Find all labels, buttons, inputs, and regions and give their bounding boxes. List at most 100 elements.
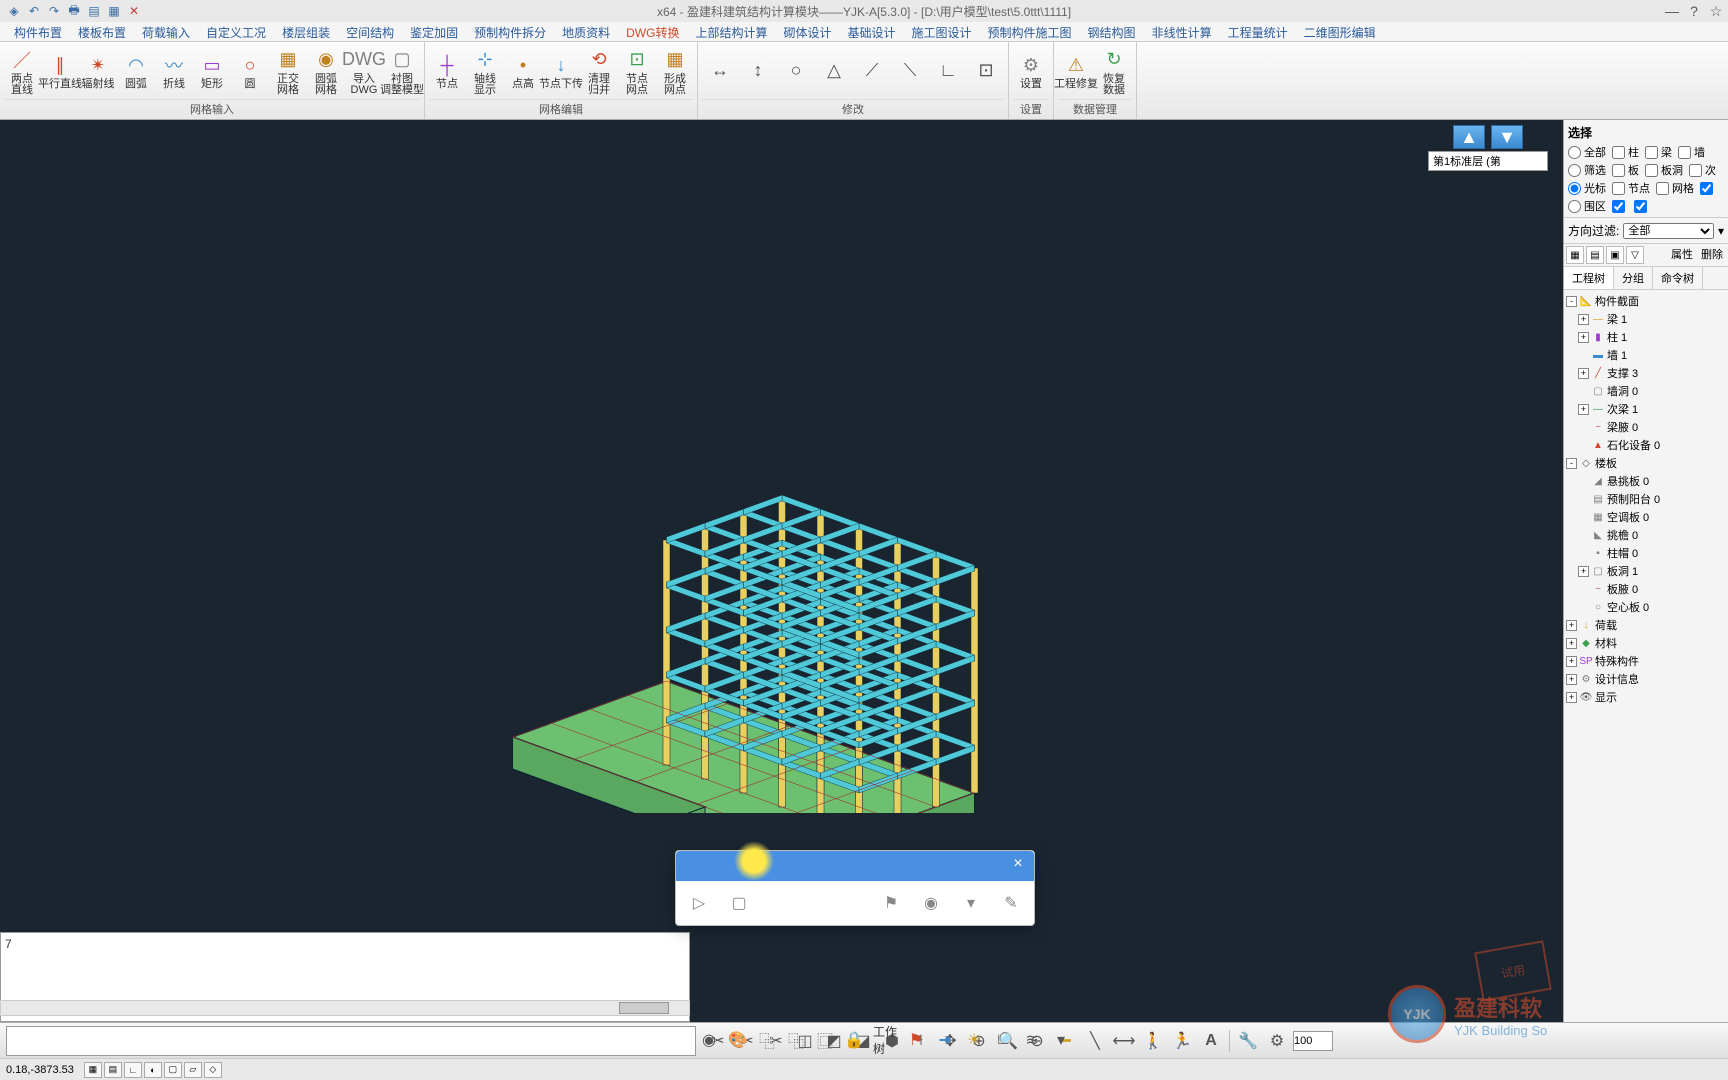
menu-9[interactable]: DWG转换 (618, 22, 687, 41)
menu-6[interactable]: 鉴定加固 (402, 22, 466, 41)
tree-toggle-15[interactable]: + (1578, 566, 1589, 577)
ribbon-btn-2-3[interactable]: △ (816, 44, 852, 99)
app-icon[interactable]: ◈ (6, 3, 22, 19)
play-icon[interactable]: ▷ (688, 892, 710, 914)
tree-node-7[interactable]: ~梁腋 0 (1566, 418, 1726, 436)
ribbon-btn-0-7[interactable]: ▦正交网格 (270, 44, 306, 99)
sb-grid-icon[interactable]: ▦ (84, 1062, 102, 1078)
group-icon[interactable]: ⿴ (812, 1027, 838, 1053)
person-2-icon[interactable]: 🏃 (1169, 1028, 1195, 1054)
sel-check-1-0[interactable] (1612, 164, 1625, 177)
tree-toggle-1[interactable]: + (1578, 314, 1589, 325)
nav-icon[interactable]: ▦ (106, 3, 122, 19)
layer-icon[interactable]: ◉ (696, 1027, 722, 1053)
tree-node-6[interactable]: +—次梁 1 (1566, 400, 1726, 418)
help-icon[interactable]: ? (1686, 3, 1702, 19)
tree-node-14[interactable]: ▪柱帽 0 (1566, 544, 1726, 562)
tree-toggle-21[interactable]: + (1566, 674, 1577, 685)
ribbon-btn-1-4[interactable]: ⟲清理归并 (581, 44, 617, 99)
panel-tab-0[interactable]: 工程树 (1564, 267, 1614, 289)
floor-input[interactable] (1428, 151, 1548, 171)
print-icon[interactable]: 🖶 (66, 3, 82, 19)
ribbon-btn-0-5[interactable]: ▭矩形 (194, 44, 230, 99)
pt-btn-1[interactable]: ▦ (1566, 246, 1584, 264)
ribbon-btn-2-0[interactable]: ↔ (702, 44, 738, 99)
tree-node-13[interactable]: ◣挑檐 0 (1566, 526, 1726, 544)
wrench-icon[interactable]: 🔧 (1235, 1028, 1261, 1054)
sel-check-2-0[interactable] (1612, 182, 1625, 195)
ribbon-btn-1-2[interactable]: •点高 (505, 44, 541, 99)
star-icon[interactable]: ☆ (1708, 3, 1724, 19)
sb-osnap-icon[interactable]: ▢ (164, 1062, 182, 1078)
ribbon-btn-0-6[interactable]: ○圆 (232, 44, 268, 99)
menu-2[interactable]: 荷载输入 (134, 22, 198, 41)
graph-icon[interactable]: ≋ (1019, 1027, 1045, 1053)
sel-check-2-1[interactable] (1656, 182, 1669, 195)
menu-14[interactable]: 预制构件施工图 (980, 22, 1080, 41)
tree-node-21[interactable]: +⚙设计信息 (1566, 670, 1726, 688)
menu-8[interactable]: 地质资料 (554, 22, 618, 41)
ribbon-btn-1-6[interactable]: ▦形成网点 (657, 44, 693, 99)
dim-icon[interactable]: ⟷ (1111, 1028, 1137, 1054)
ribbon-btn-0-8[interactable]: ◉圆弧网格 (308, 44, 344, 99)
undo-icon[interactable]: ↶ (26, 3, 42, 19)
ribbon-btn-0-3[interactable]: ◠圆弧 (118, 44, 154, 99)
tree-toggle-9[interactable]: - (1566, 458, 1577, 469)
sun-icon[interactable]: ☀ (961, 1027, 987, 1053)
sel-radio-2[interactable] (1568, 182, 1581, 195)
text-a-icon[interactable]: A (1198, 1028, 1224, 1054)
minimize-icon[interactable]: — (1664, 3, 1680, 19)
tree-node-16[interactable]: ~板腋 0 (1566, 580, 1726, 598)
sb-polar-icon[interactable]: ◐ (144, 1062, 162, 1078)
sel-radio-1[interactable] (1568, 164, 1581, 177)
tree-node-20[interactable]: +SP特殊构件 (1566, 652, 1726, 670)
ribbon-btn-2-6[interactable]: ∟ (930, 44, 966, 99)
badge-icon[interactable]: ◉ (920, 892, 942, 914)
lock-icon[interactable]: 🔒 (841, 1027, 867, 1053)
ribbon-btn-2-7[interactable]: ⊡ (968, 44, 1004, 99)
menu-13[interactable]: 施工图设计 (904, 22, 980, 41)
menu-12[interactable]: 基础设计 (840, 22, 904, 41)
tree-toggle-2[interactable]: + (1578, 332, 1589, 343)
ribbon-btn-2-4[interactable]: ⟋ (854, 44, 890, 99)
menu-5[interactable]: 空间结构 (338, 22, 402, 41)
sel-check-0-0[interactable] (1612, 146, 1625, 159)
sb-ortho-icon[interactable]: ∟ (124, 1062, 142, 1078)
ribbon-btn-2-1[interactable]: ↕ (740, 44, 776, 99)
tree-toggle-20[interactable]: + (1566, 656, 1577, 667)
ribbon-btn-3-0[interactable]: ⚙设置 (1013, 44, 1049, 99)
tree-toggle-19[interactable]: + (1566, 638, 1577, 649)
tree-node-2[interactable]: +▮柱 1 (1566, 328, 1726, 346)
filter-dropdown-icon[interactable]: ▾ (1718, 224, 1724, 238)
menu-16[interactable]: 非线性计算 (1144, 22, 1220, 41)
command-input[interactable] (6, 1026, 696, 1056)
sel-check-0-1[interactable] (1645, 146, 1658, 159)
close-doc-icon[interactable]: ✕ (126, 3, 142, 19)
ribbon-btn-0-9[interactable]: DWG导入DWG (346, 44, 382, 99)
pt-btn-2[interactable]: ▤ (1586, 246, 1604, 264)
diag-icon[interactable]: ╲ (1082, 1028, 1108, 1054)
tree-toggle-22[interactable]: + (1566, 692, 1577, 703)
ribbon-btn-4-1[interactable]: ↻恢复数据 (1096, 44, 1132, 99)
tree-node-8[interactable]: ▲石化设备 0 (1566, 436, 1726, 454)
project-tree[interactable]: -📐构件截面+—梁 1+▮柱 1▬墙 1+╱支撑 3▢墙洞 0+—次梁 1~梁腋… (1564, 290, 1728, 1022)
tree-node-3[interactable]: ▬墙 1 (1566, 346, 1726, 364)
paste-icon[interactable]: ⿻ (783, 1027, 809, 1053)
popup-header[interactable]: × (676, 851, 1034, 881)
stop-icon[interactable]: ▢ (728, 892, 750, 914)
tree-toggle-18[interactable]: + (1566, 620, 1577, 631)
tree-node-4[interactable]: +╱支撑 3 (1566, 364, 1726, 382)
menu-0[interactable]: 构件布置 (6, 22, 70, 41)
sel-check-3-0[interactable] (1612, 200, 1625, 213)
floor-down-button[interactable]: ▼ (1491, 125, 1523, 149)
tree-node-15[interactable]: +▢板洞 1 (1566, 562, 1726, 580)
delete-button[interactable]: 删除 (1698, 246, 1726, 264)
tree-toggle-0[interactable]: - (1566, 296, 1577, 307)
open-icon[interactable]: ▤ (86, 3, 102, 19)
tree-node-11[interactable]: ▤预制阳台 0 (1566, 490, 1726, 508)
dropdown-icon[interactable]: ▾ (960, 892, 982, 914)
ribbon-btn-1-3[interactable]: ↓节点下传 (543, 44, 579, 99)
more-icon[interactable]: ▾ (1048, 1027, 1074, 1053)
panel-tab-2[interactable]: 命令树 (1653, 267, 1703, 289)
spinner-input[interactable] (1293, 1031, 1333, 1051)
